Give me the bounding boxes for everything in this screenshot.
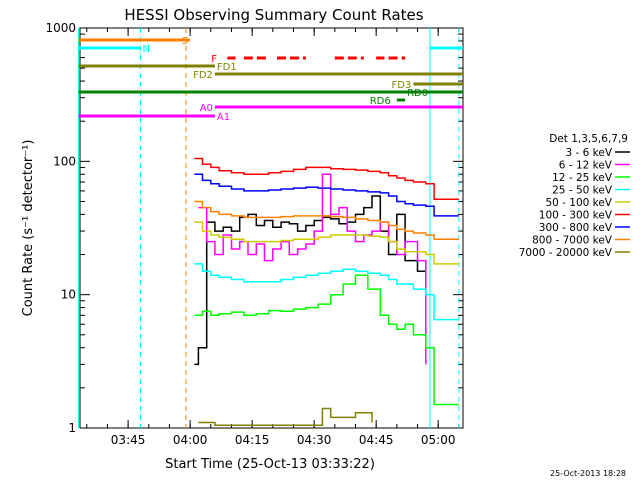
legend-label-3-6-kev: 3 - 6 keV xyxy=(565,147,612,159)
legend-label-300-800-kev: 300 - 800 keV xyxy=(539,222,613,234)
y-tick-label: 10 xyxy=(61,288,76,302)
flag-label-fd2: FD2 xyxy=(193,70,213,81)
series-line-25-50-kev xyxy=(194,263,459,321)
y-axis-label: Count Rate (s⁻¹ detector⁻¹) xyxy=(21,140,36,317)
flag-label-a1: A1 xyxy=(217,112,230,123)
legend-label-100-300-kev: 100 - 300 keV xyxy=(539,210,613,222)
flag-label-fd3: FD3 xyxy=(392,80,412,91)
plot-area: 1 10 100 1000 03:45 04:00 04:15 04:30 04:45 05:00… xyxy=(45,21,464,447)
legend-label-12-25-kev: 12 - 25 keV xyxy=(552,172,613,184)
y-tick-label: 1000 xyxy=(45,21,76,35)
series-line-12-25-kev xyxy=(194,274,459,406)
series-line-800-7000-kev xyxy=(194,200,459,241)
y-tick-label: 1 xyxy=(68,421,76,435)
flag-label-rd6: RD6 xyxy=(370,96,391,107)
series-line-50-100-kev xyxy=(194,221,459,265)
flag-label-fd1: FD1 xyxy=(217,62,237,73)
x-axis-label: Start Time (25-Oct-13 03:33:22) xyxy=(165,457,375,472)
flag-label-s: S xyxy=(182,36,188,47)
legend-label-7000-20000-kev: 7000 - 20000 keV xyxy=(519,247,613,259)
legend-label-25-50-kev: 25 - 50 keV xyxy=(552,185,613,197)
timestamp: 25-Oct-2013 18:28 xyxy=(550,469,626,478)
flag-label-f: F xyxy=(211,54,217,65)
x-tick-label: 04:45 xyxy=(359,433,394,447)
plot-frame xyxy=(79,27,464,429)
y-tick-label: 100 xyxy=(53,154,76,168)
series-line-300-800-kev xyxy=(194,173,459,217)
legend-title: Det 1,3,5,6,7,9 xyxy=(549,133,628,145)
flag-label-a0: A0 xyxy=(200,103,213,114)
x-tick-label: 04:30 xyxy=(297,433,332,447)
series-line-3-6-kev xyxy=(194,195,427,366)
x-tick-label: 05:00 xyxy=(421,433,456,447)
flag-label-rd0: RD0 xyxy=(407,88,428,99)
x-tick-label: 03:45 xyxy=(111,433,146,447)
legend-label-50-100-kev: 50 - 100 keV xyxy=(545,197,612,209)
x-tick-label: 04:00 xyxy=(173,433,208,447)
chart-title: HESSI Observing Summary Count Rates xyxy=(124,6,423,24)
series-line-100-300-kev xyxy=(194,157,459,200)
series-line-6-12-kev xyxy=(198,173,427,365)
flag-label-n: N xyxy=(143,44,150,55)
series-line-7000-20000-kev xyxy=(198,407,373,426)
legend-label-6-12-kev: 6 - 12 keV xyxy=(559,160,613,172)
legend-label-800-7000-kev: 800 - 7000 keV xyxy=(532,235,613,247)
x-tick-label: 04:15 xyxy=(235,433,270,447)
